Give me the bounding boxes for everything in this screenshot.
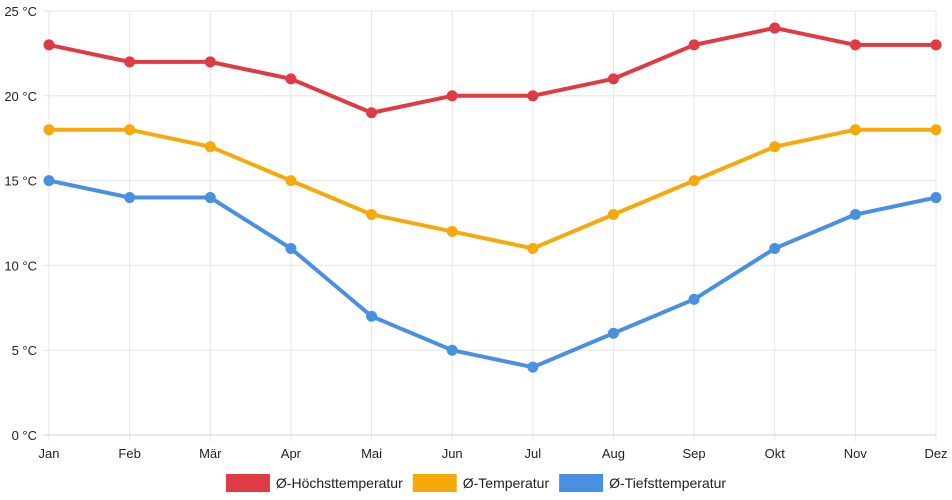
y-tick-label: 20 °C bbox=[4, 89, 37, 104]
x-tick-label: Mai bbox=[361, 446, 382, 461]
series-line bbox=[47, 178, 938, 370]
x-axis-ticks: Jan Feb Mär Apr Mai Jun Jul Aug Sep Okt Nov Dez bbox=[39, 446, 948, 461]
data-point[interactable] bbox=[446, 344, 458, 356]
data-point[interactable] bbox=[43, 39, 55, 51]
x-tick-label: Feb bbox=[118, 446, 140, 461]
legend-label: Ø-Temperatur bbox=[463, 475, 550, 491]
data-point[interactable] bbox=[285, 175, 297, 187]
x-tick-label: Apr bbox=[281, 446, 302, 461]
data-point[interactable] bbox=[849, 39, 861, 51]
legend-item[interactable]: Ø-Tiefsttemperatur bbox=[559, 474, 726, 492]
data-point[interactable] bbox=[285, 73, 297, 85]
data-point[interactable] bbox=[930, 39, 942, 51]
x-tick-label: Sep bbox=[683, 446, 706, 461]
series-group bbox=[43, 175, 942, 373]
x-tick-label: Nov bbox=[844, 446, 868, 461]
legend-label: Ø-Tiefsttemperatur bbox=[609, 475, 726, 491]
y-tick-label: 5 °C bbox=[12, 343, 37, 358]
data-point[interactable] bbox=[366, 310, 378, 322]
data-point[interactable] bbox=[688, 175, 700, 187]
legend-swatch bbox=[225, 474, 270, 492]
data-point[interactable] bbox=[124, 56, 136, 68]
series-lines bbox=[43, 22, 942, 373]
data-point[interactable] bbox=[769, 22, 781, 34]
data-point[interactable] bbox=[43, 124, 55, 136]
data-point[interactable] bbox=[769, 141, 781, 153]
data-point[interactable] bbox=[366, 209, 378, 221]
grid bbox=[43, 10, 937, 441]
legend-swatch bbox=[412, 474, 457, 492]
legend-swatch bbox=[559, 474, 604, 492]
data-point[interactable] bbox=[688, 39, 700, 51]
x-tick-label: Jul bbox=[525, 446, 542, 461]
data-point[interactable] bbox=[124, 124, 136, 136]
data-point[interactable] bbox=[607, 73, 619, 85]
data-point[interactable] bbox=[607, 209, 619, 221]
data-point[interactable] bbox=[204, 141, 216, 153]
data-point[interactable] bbox=[607, 327, 619, 339]
data-point[interactable] bbox=[527, 361, 539, 373]
legend-label: Ø-Höchsttemperatur bbox=[276, 475, 403, 491]
data-point[interactable] bbox=[769, 242, 781, 254]
data-point[interactable] bbox=[124, 192, 136, 204]
x-tick-label: Jan bbox=[39, 446, 60, 461]
x-tick-label: Jun bbox=[442, 446, 463, 461]
y-tick-label: 10 °C bbox=[4, 258, 37, 273]
data-point[interactable] bbox=[527, 90, 539, 102]
x-tick-label: Okt bbox=[765, 446, 786, 461]
series-group bbox=[43, 22, 942, 119]
data-point[interactable] bbox=[285, 242, 297, 254]
data-point[interactable] bbox=[688, 293, 700, 305]
data-point[interactable] bbox=[930, 192, 942, 204]
data-point[interactable] bbox=[204, 56, 216, 68]
x-tick-label: Dez bbox=[924, 446, 947, 461]
x-tick-label: Mär bbox=[199, 446, 222, 461]
legend-item[interactable]: Ø-Temperatur bbox=[412, 474, 550, 492]
legend[interactable]: Ø-Höchsttemperatur Ø-Temperatur Ø-Tiefstte… bbox=[225, 474, 726, 492]
data-point[interactable] bbox=[43, 175, 55, 187]
y-tick-label: 25 °C bbox=[4, 4, 37, 19]
data-point[interactable] bbox=[366, 107, 378, 119]
data-point[interactable] bbox=[849, 209, 861, 221]
y-tick-label: 0 °C bbox=[12, 428, 37, 443]
data-point[interactable] bbox=[446, 225, 458, 237]
legend-item[interactable]: Ø-Höchsttemperatur bbox=[225, 474, 403, 492]
y-tick-label: 15 °C bbox=[4, 174, 37, 189]
series-line bbox=[47, 127, 938, 251]
x-tick-label: Aug bbox=[602, 446, 625, 461]
series-line bbox=[47, 25, 938, 115]
y-axis-ticks: 0 °C 5 °C 10 °C 15 °C 20 °C 25 °C bbox=[4, 4, 37, 443]
data-point[interactable] bbox=[204, 192, 216, 204]
data-point[interactable] bbox=[527, 242, 539, 254]
data-point[interactable] bbox=[849, 124, 861, 136]
data-point[interactable] bbox=[446, 90, 458, 102]
series-group bbox=[43, 124, 942, 254]
data-point[interactable] bbox=[930, 124, 942, 136]
